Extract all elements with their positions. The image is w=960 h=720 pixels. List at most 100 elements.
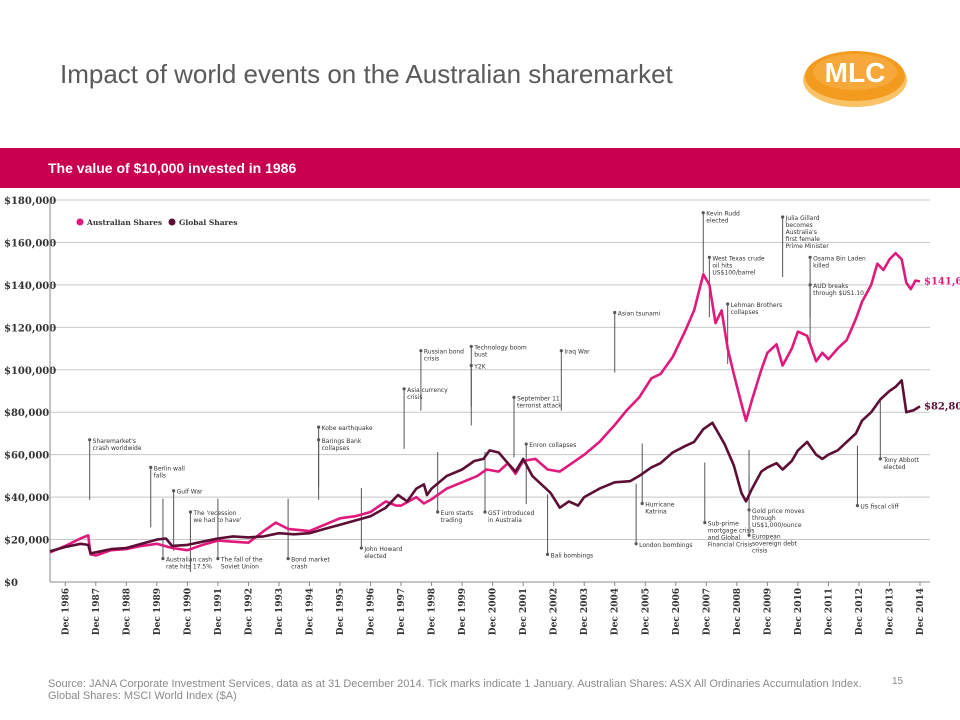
event-label-line: collapses [322,445,350,452]
series-line-global-shares [49,379,921,555]
event-label-line: West Texas crude [712,255,765,262]
event-marker [402,387,406,391]
event-label-line: elected [883,464,905,471]
event-marker [634,542,638,546]
event-marker [707,255,711,259]
event-label: West Texas crude oil hits US$100/barrel [712,255,765,276]
x-tick-label: Dec 2002 [550,588,560,635]
x-tick-label: Dec 2013 [885,588,895,635]
event-marker [483,510,487,514]
event-label-line: Russian bond [424,349,464,356]
x-tick-label: Dec 1986 [61,588,71,635]
x-tick-label: Dec 2007 [702,588,712,635]
event-label: September 11 terrorist attack [517,395,562,409]
event-marker [286,557,290,561]
event-label-line: Financial Crisis [708,542,752,549]
x-tick-label: Dec 2014 [916,588,926,635]
event-label-line: sovereign debt [752,540,798,547]
event-label-line: Prime Minister [786,243,830,250]
event-label: Tony Abbott elected [882,457,919,471]
event-label-line: Soviet Union [221,564,259,571]
event-label-line: elected [364,553,386,560]
y-tick-label: $0 [4,578,18,589]
event-marker [317,438,321,442]
x-tick-label: Dec 1999 [458,588,468,635]
event-label-line: Australia's [786,229,817,236]
event-marker [703,520,707,525]
chart-subtitle: The value of $10,000 invested in 1986 [48,160,297,176]
x-tick-label: Dec 2006 [672,588,682,635]
x-tick-label: Dec 1989 [153,588,163,635]
event-label: Kobe earthquake [322,425,373,432]
y-tick-label: $140,000 [4,281,56,292]
event-label: Technology boom bust [473,344,527,358]
event-label-line: The 'recession [192,510,236,517]
y-tick-label: $40,000 [4,493,49,504]
x-tick-label: Dec 2008 [733,588,743,635]
event-label: Lehman Brothers collapses [731,302,783,316]
subtitle-banner: The value of $10,000 invested in 1986 [0,148,960,188]
event-label-line: crash worldwide [93,445,142,452]
y-tick-label: $80,000 [4,408,49,419]
y-tick-label: $120,000 [4,323,56,334]
event-marker [172,489,176,493]
event-label-line: first female [786,236,821,243]
series-end-label: $141,634 [924,276,960,287]
event-marker [149,465,153,469]
series-end-label: $82,808 [924,401,960,412]
event-label-line: killed [813,262,829,269]
event-marker [88,438,92,442]
line-chart: $0 $20,000 $40,000 $60,000 $80,000 $100,000 $1… [4,196,960,635]
event-marker [419,349,423,353]
legend-label: Global Shares [179,218,238,227]
event-label-line: Hurricane [645,501,675,508]
event-label: Barings Bank collapses [322,438,362,452]
event-marker [545,552,550,557]
page-title: Impact of world events on the Australian… [60,59,673,89]
event-label-line: Kobe earthquake [322,425,373,432]
event-marker [781,215,785,219]
event-label: Berlin wall falls [154,465,186,479]
event-label: London bombings [639,542,692,549]
event-label-line: Berlin wall [154,465,186,472]
event-marker [726,302,730,306]
x-tick-label: Dec 2010 [794,588,804,635]
event-label-line: The fall of the [220,557,263,564]
x-tick-label: Dec 1992 [244,588,254,635]
event-label-line: September 11 [517,395,560,402]
event-label: John Howard elected [363,546,402,560]
x-tick-label: Dec 1990 [183,588,193,635]
event-label-line: crisis [424,356,439,363]
event-label-line: Gold price moves [752,508,804,515]
event-label-line: through [752,515,776,522]
y-tick-label: $180,000 [4,196,56,207]
event-label-line: Asia currency [407,387,448,394]
legend-marker [168,218,176,226]
event-marker [317,425,321,429]
y-tick-label: $100,000 [4,366,56,377]
event-label-line: Katrina [645,508,667,515]
event-label: US fiscal cliff [860,504,899,511]
event-label: Iraq War [564,349,590,356]
event-marker [161,557,165,561]
event-label-line: John Howard [363,546,402,553]
legend-marker [76,218,84,226]
event-marker [613,310,617,315]
event-label-line: AUD breaks [813,283,848,290]
event-label-line: Bali bombings [551,552,594,559]
event-label-line: Sub-prime [708,521,739,528]
event-label: Bond market crash [291,557,330,571]
event-label-line: oil hits [712,262,732,269]
event-label: Osama Bin Laden killed [813,255,866,269]
legend-label: Australian Shares [86,218,162,227]
event-label: Gold price moves through US$1,000/ounce [752,508,804,529]
event-label-line: Bond market [291,557,330,564]
event-label: The fall of the Soviet Union [220,557,263,571]
event-label: Enron collapses [529,442,576,449]
event-label-line: Tony Abbott [882,457,919,464]
event-label-line: Euro starts [441,510,474,517]
x-tick-label: Dec 2004 [611,588,621,635]
event-label-line: terrorist attack [517,402,562,409]
x-tick-label: Dec 2003 [580,588,590,635]
event-label-line: US fiscal cliff [860,504,899,511]
